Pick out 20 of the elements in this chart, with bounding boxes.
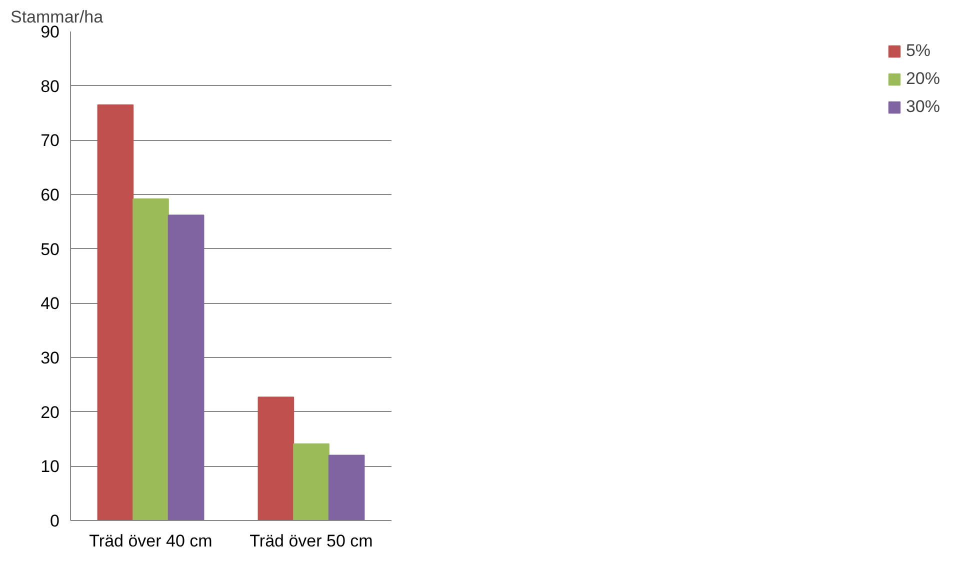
bar [258,396,294,520]
y-tick-label: 40 [40,294,60,314]
bar [328,454,365,520]
y-tick-label: 30 [40,348,60,368]
y-tick-label: 10 [40,457,60,476]
bar [132,198,169,520]
bar [97,104,134,520]
bar [293,443,330,520]
y-tick-label: 80 [40,76,60,96]
y-tick-label: 60 [40,186,60,204]
y-tick-label: 50 [40,240,60,259]
y-tick-label: 20 [40,402,60,422]
x-tick-label: Träd över 50 cm [250,532,373,550]
y-tick-label: 0 [50,512,60,530]
bar [168,214,204,520]
x-tick-label: Träd över 40 cm [89,532,212,550]
legend-label: 30% [906,97,940,117]
legend-label: 20% [906,69,940,89]
legend-label: 5% [906,41,931,61]
y-tick-label: 70 [40,131,60,150]
